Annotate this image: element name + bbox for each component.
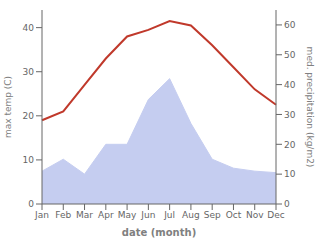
svg-text:60: 60 — [284, 20, 296, 30]
svg-text:20: 20 — [23, 111, 35, 121]
svg-text:Apr: Apr — [98, 210, 114, 220]
svg-text:Dec: Dec — [267, 210, 284, 220]
svg-text:Sep: Sep — [204, 210, 221, 220]
svg-text:20: 20 — [284, 140, 296, 150]
svg-text:10: 10 — [23, 155, 35, 165]
svg-text:Oct: Oct — [226, 210, 242, 220]
svg-text:May: May — [118, 210, 137, 220]
svg-text:40: 40 — [23, 23, 35, 33]
svg-text:0: 0 — [284, 199, 290, 209]
svg-text:50: 50 — [284, 50, 296, 60]
svg-text:40: 40 — [284, 80, 296, 90]
svg-text:0: 0 — [28, 199, 34, 209]
svg-text:Jul: Jul — [163, 210, 175, 220]
svg-text:Feb: Feb — [55, 210, 71, 220]
svg-text:date (month): date (month) — [122, 227, 196, 238]
svg-text:10: 10 — [284, 169, 296, 179]
svg-text:Jun: Jun — [140, 210, 155, 220]
svg-text:Mar: Mar — [76, 210, 93, 220]
svg-text:Jan: Jan — [34, 210, 49, 220]
svg-text:30: 30 — [23, 67, 35, 77]
svg-text:med. precipitation (kg/m2): med. precipitation (kg/m2) — [305, 47, 310, 168]
svg-text:Aug: Aug — [182, 210, 200, 220]
svg-text:30: 30 — [284, 110, 296, 120]
svg-text:Nov: Nov — [246, 210, 264, 220]
svg-text:max temp (C): max temp (C) — [8, 76, 13, 138]
